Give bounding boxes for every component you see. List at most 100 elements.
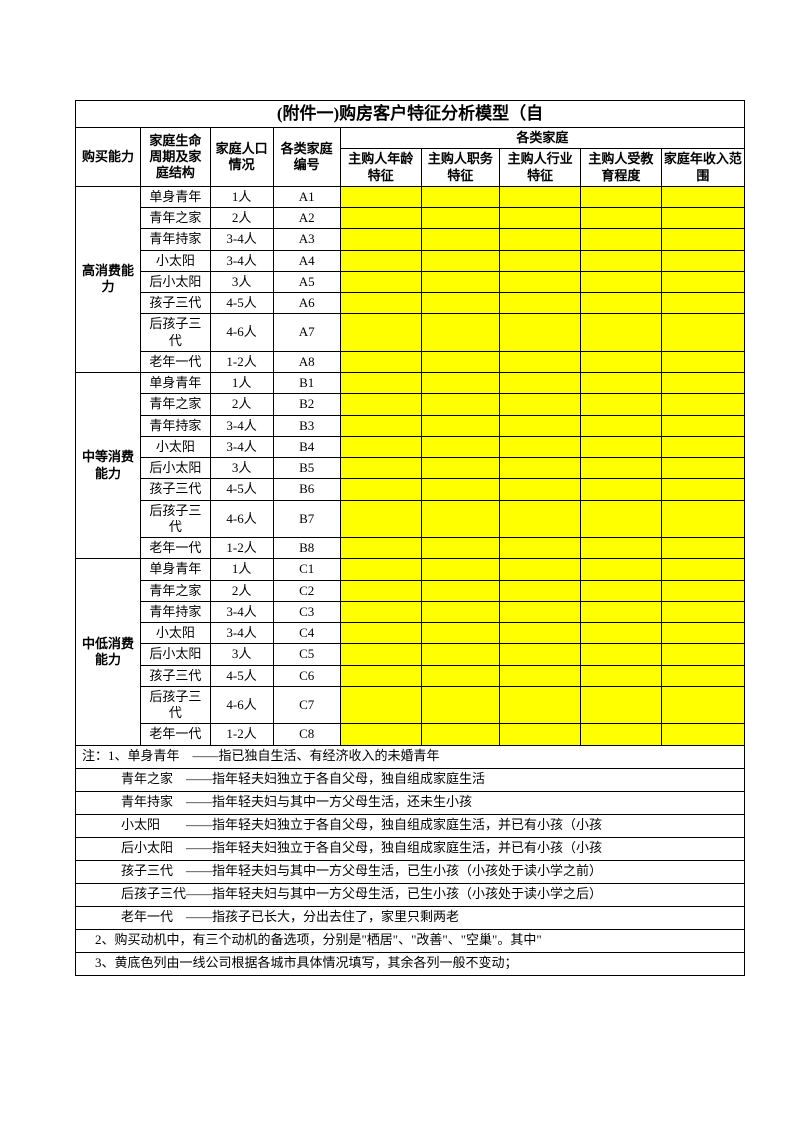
code-cell: B2 (273, 394, 340, 415)
hdr-industry: 主购人行业特征 (500, 149, 581, 187)
stage-cell: 单身青年 (141, 373, 211, 394)
code-cell: A4 (273, 250, 340, 271)
hdr-ability: 购买能力 (76, 128, 141, 187)
note-text: 老年一代 ——指孩子已长大，分出去住了，家里只剩两老 (76, 906, 745, 929)
fill-cell (661, 580, 744, 601)
fill-cell (661, 208, 744, 229)
fill-cell (500, 665, 581, 686)
fill-cell (581, 686, 662, 724)
fill-cell (500, 623, 581, 644)
table-row: 老年一代1-2人B8 (76, 538, 745, 559)
note-row: 3、黄底色列由一线公司根据各城市具体情况填写，其余各列一般不变动； (76, 952, 745, 975)
table-row: 孩子三代4-5人C6 (76, 665, 745, 686)
fill-cell (581, 436, 662, 457)
fill-cell (661, 351, 744, 372)
fill-cell (421, 500, 500, 538)
fill-cell (500, 394, 581, 415)
note-row: 后孩子三代——指年轻夫妇与其中一方父母生活，已生小孩（小孩处于读小学之后） (76, 883, 745, 906)
population-cell: 2人 (210, 394, 273, 415)
fill-cell (661, 314, 744, 352)
fill-cell (581, 580, 662, 601)
population-cell: 2人 (210, 208, 273, 229)
code-cell: A5 (273, 271, 340, 292)
fill-cell (500, 436, 581, 457)
fill-cell (421, 208, 500, 229)
fill-cell (421, 314, 500, 352)
table-row: 青年持家3-4人B3 (76, 415, 745, 436)
fill-cell (581, 644, 662, 665)
code-cell: A8 (273, 351, 340, 372)
code-cell: A6 (273, 293, 340, 314)
code-cell: B1 (273, 373, 340, 394)
stage-cell: 青年持家 (141, 601, 211, 622)
code-cell: C1 (273, 559, 340, 580)
fill-cell (500, 250, 581, 271)
fill-cell (581, 601, 662, 622)
table-row: 后孩子三代4-6人B7 (76, 500, 745, 538)
fill-cell (661, 373, 744, 394)
code-cell: C6 (273, 665, 340, 686)
table-row: 青年持家3-4人A3 (76, 229, 745, 250)
fill-cell (500, 601, 581, 622)
fill-cell (500, 293, 581, 314)
population-cell: 3-4人 (210, 623, 273, 644)
fill-cell (340, 644, 421, 665)
population-cell: 4-5人 (210, 479, 273, 500)
hdr-education: 主购人受教育程度 (581, 149, 662, 187)
fill-cell (340, 186, 421, 207)
code-cell: C4 (273, 623, 340, 644)
fill-cell (661, 665, 744, 686)
table-row: 老年一代1-2人A8 (76, 351, 745, 372)
stage-cell: 小太阳 (141, 623, 211, 644)
stage-cell: 后小太阳 (141, 271, 211, 292)
fill-cell (340, 293, 421, 314)
code-cell: C3 (273, 601, 340, 622)
fill-cell (340, 271, 421, 292)
note-row: 后小太阳 ——指年轻夫妇独立于各自父母，独自组成家庭生活，并已有小孩（小孩 (76, 837, 745, 860)
fill-cell (581, 538, 662, 559)
note-text: 后小太阳 ——指年轻夫妇独立于各自父母，独自组成家庭生活，并已有小孩（小孩 (76, 837, 745, 860)
stage-cell: 青年持家 (141, 229, 211, 250)
note-text: 孩子三代 ——指年轻夫妇与其中一方父母生活，已生小孩（小孩处于读小学之前） (76, 860, 745, 883)
hdr-family-code: 各类家庭编号 (273, 128, 340, 187)
hdr-income: 家庭年收入范围 (661, 149, 744, 187)
fill-cell (500, 538, 581, 559)
stage-cell: 小太阳 (141, 436, 211, 457)
stage-cell: 单身青年 (141, 186, 211, 207)
fill-cell (581, 415, 662, 436)
population-cell: 1人 (210, 559, 273, 580)
fill-cell (581, 186, 662, 207)
population-cell: 3-4人 (210, 415, 273, 436)
document-title: (附件一)购房客户特征分析模型（自 (277, 104, 543, 123)
fill-cell (421, 394, 500, 415)
table-row: 小太阳3-4人B4 (76, 436, 745, 457)
stage-cell: 老年一代 (141, 724, 211, 745)
code-cell: B4 (273, 436, 340, 457)
table-row: 中等消费能力单身青年1人B1 (76, 373, 745, 394)
table-row: 青年之家2人B2 (76, 394, 745, 415)
population-cell: 1人 (210, 186, 273, 207)
fill-cell (421, 229, 500, 250)
hdr-position: 主购人职务特征 (421, 149, 500, 187)
fill-cell (500, 686, 581, 724)
fill-cell (661, 458, 744, 479)
fill-cell (340, 458, 421, 479)
fill-cell (340, 208, 421, 229)
population-cell: 4-5人 (210, 293, 273, 314)
code-cell: B8 (273, 538, 340, 559)
stage-cell: 青年之家 (141, 580, 211, 601)
fill-cell (500, 229, 581, 250)
fill-cell (661, 415, 744, 436)
group-label: 中等消费能力 (76, 373, 141, 559)
table-row: 后小太阳3人A5 (76, 271, 745, 292)
population-cell: 4-6人 (210, 686, 273, 724)
stage-cell: 青年持家 (141, 415, 211, 436)
stage-cell: 老年一代 (141, 351, 211, 372)
code-cell: C5 (273, 644, 340, 665)
fill-cell (421, 601, 500, 622)
fill-cell (500, 724, 581, 745)
note-row: 注：1、单身青年 ——指已独自生活、有经济收入的未婚青年 (76, 745, 745, 768)
code-cell: C8 (273, 724, 340, 745)
stage-cell: 孩子三代 (141, 665, 211, 686)
fill-cell (581, 665, 662, 686)
